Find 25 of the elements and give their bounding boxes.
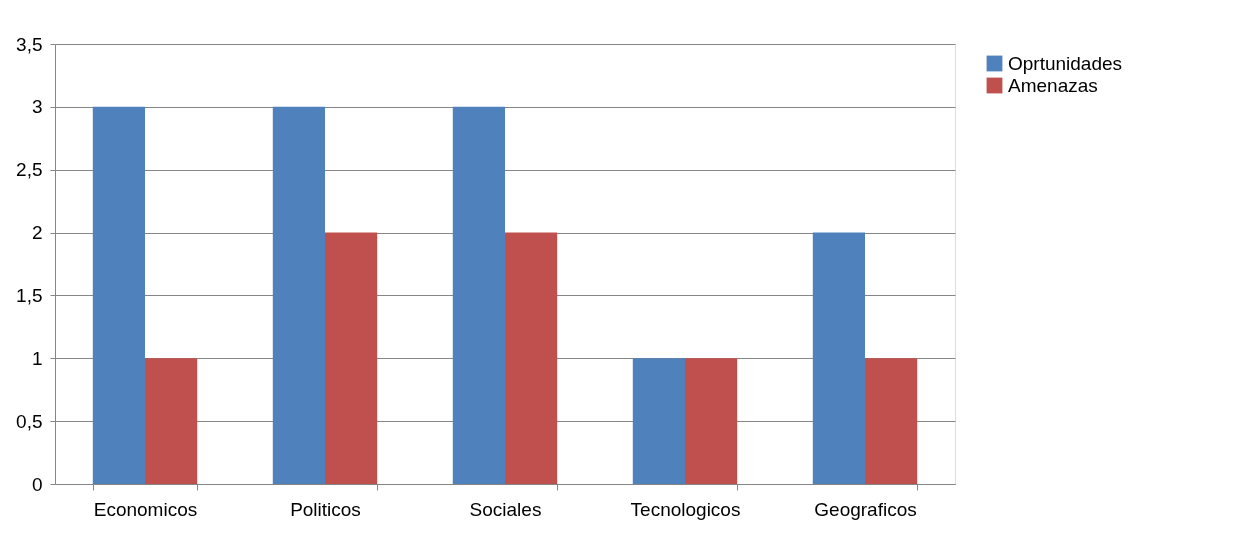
y-tick-label: 2,5: [16, 159, 43, 181]
x-tick-label: Sociales: [469, 498, 542, 520]
bar: [325, 232, 378, 484]
x-tick-label: Geograficos: [814, 498, 917, 520]
y-tick-label: 0: [31, 473, 43, 495]
y-tick-label: 3,5: [16, 33, 43, 55]
bar: [92, 106, 145, 484]
bar: [632, 358, 685, 484]
bar: [272, 106, 325, 484]
x-tick-label: Politicos: [290, 498, 361, 520]
bar: [505, 232, 558, 484]
y-tick-label: 2: [31, 222, 43, 244]
bar: [685, 358, 738, 484]
legend-label: Amenazas: [1008, 74, 1098, 96]
y-tick-label: 1: [31, 347, 43, 369]
legend-label: Oprtunidades: [1008, 52, 1123, 74]
bar: [145, 358, 198, 484]
y-tick-label: 0,5: [16, 410, 43, 432]
y-tick-label: 1,5: [16, 284, 43, 306]
bar: [865, 358, 918, 484]
y-tick-label: 3: [31, 96, 43, 118]
bar: [812, 232, 865, 484]
x-tick-label: Tecnologicos: [630, 498, 741, 520]
x-tick-label: Economicos: [93, 498, 198, 520]
bar: [452, 106, 505, 484]
